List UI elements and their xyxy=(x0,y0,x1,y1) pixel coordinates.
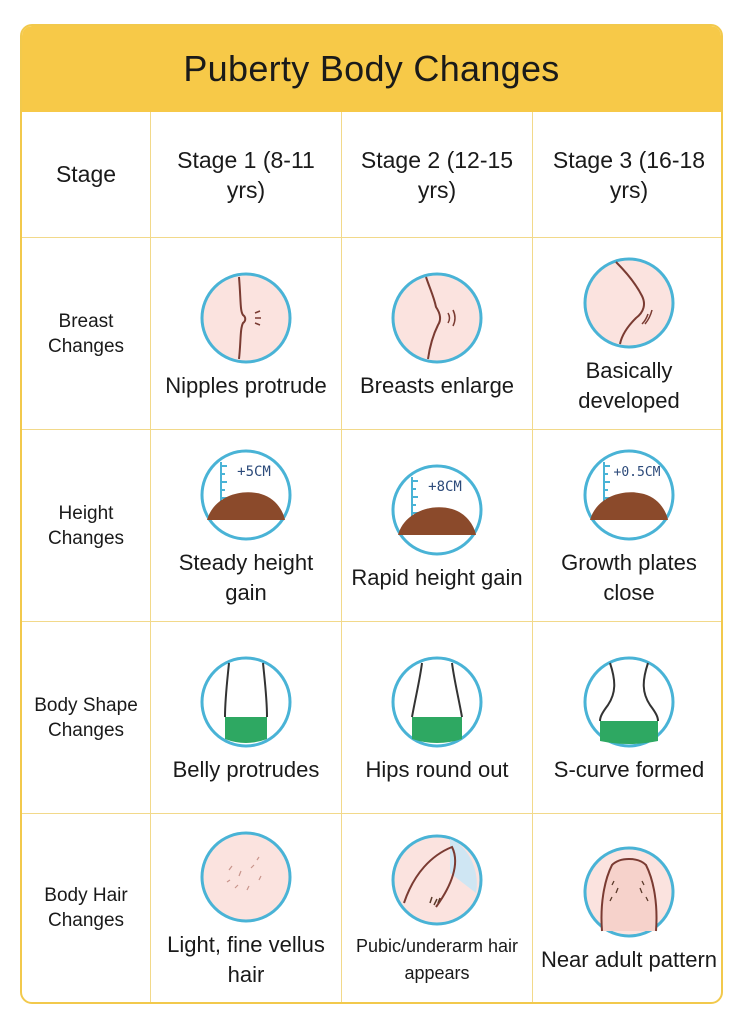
header-stage-1: Stage 1 (8-11 yrs) xyxy=(151,112,342,238)
torso-shape-icon xyxy=(200,656,292,747)
body-shape-stage-3-cell: S-curve formed xyxy=(533,622,721,814)
body-hair-stage-2-cell: Pubic/underarm hair appears xyxy=(342,814,533,1002)
body-hair-stage-2-caption: Pubic/underarm hair appears xyxy=(355,936,519,983)
row-label-cell-breast: Breast Changes xyxy=(22,238,151,430)
breast-profile-icon xyxy=(583,257,675,348)
body-shape-stage-1-cell: Belly protrudes xyxy=(151,622,342,814)
body-hair-stage-1-caption: Light, fine vellus hair xyxy=(167,932,325,987)
header-stage-2: Stage 2 (12-15 yrs) xyxy=(342,112,533,238)
title-bar: Puberty Body Changes xyxy=(22,26,721,112)
torso-shape-icon xyxy=(583,656,675,747)
breast-stage-1-cell: Nipples protrude xyxy=(151,238,342,430)
body-hair-stage-3-caption: Near adult pattern xyxy=(540,947,718,972)
page-title: Puberty Body Changes xyxy=(183,48,560,89)
row-label-body-hair: Body Hair Changes xyxy=(44,885,128,931)
row-label-cell-body-shape: Body Shape Changes xyxy=(22,622,151,814)
header-corner-cell: Stage xyxy=(22,112,151,238)
breast-stage-1-caption: Nipples protrude xyxy=(165,372,327,398)
height-stage-2-cell: +8CM Rapid height gain xyxy=(342,430,533,622)
header-corner-label: Stage xyxy=(55,161,117,187)
body-shape-stage-3-caption: S-curve formed xyxy=(553,756,705,782)
body-shape-stage-2-cell: Hips round out xyxy=(342,622,533,814)
body-hair-icon xyxy=(391,834,483,926)
breast-stage-2-cell: Breasts enlarge xyxy=(342,238,533,430)
row-label-cell-height: Height Changes xyxy=(22,430,151,622)
torso-shape-icon xyxy=(391,656,483,747)
chart-card: Puberty Body Changes Stage Stage 1 (8-11… xyxy=(20,24,723,1004)
stage-table: Stage Stage 1 (8-11 yrs) Stage 2 (12-15 … xyxy=(22,112,721,1002)
breast-profile-icon xyxy=(391,272,483,363)
row-label-cell-body-hair: Body Hair Changes xyxy=(22,814,151,1002)
stage-1-label: Stage 1 (8-11 yrs) xyxy=(177,146,315,203)
body-hair-icon xyxy=(583,846,675,938)
height-measure-3: +0.5CM xyxy=(614,465,661,480)
stage-2-label: Stage 2 (12-15 yrs) xyxy=(360,146,514,203)
height-measure-1: +5CM xyxy=(237,464,271,480)
height-measure-2: +8CM xyxy=(428,479,462,495)
body-shape-stage-2-caption: Hips round out xyxy=(365,756,509,782)
height-ruler-icon: +0.5CM xyxy=(583,449,675,540)
height-ruler-icon: +5CM xyxy=(200,449,292,540)
body-hair-icon xyxy=(200,831,292,923)
height-ruler-icon: +8CM xyxy=(391,464,483,555)
height-stage-1-cell: +5CM Steady height gain xyxy=(151,430,342,622)
height-stage-3-cell: +0.5CM Growth plates close xyxy=(533,430,721,622)
row-label-height: Height Changes xyxy=(47,502,125,549)
breast-stage-3-caption: Basically developed xyxy=(578,357,680,413)
header-stage-3: Stage 3 (16-18 yrs) xyxy=(533,112,721,238)
body-shape-stage-1-caption: Belly protrudes xyxy=(172,756,320,782)
breast-stage-2-caption: Breasts enlarge xyxy=(359,372,515,398)
body-hair-stage-3-cell: Near adult pattern xyxy=(533,814,721,1002)
row-label-breast: Breast Changes xyxy=(47,310,125,357)
row-label-body-shape: Body Shape Changes xyxy=(34,694,138,741)
breast-stage-3-cell: Basically developed xyxy=(533,238,721,430)
stage-3-label: Stage 3 (16-18 yrs) xyxy=(552,146,706,203)
height-stage-2-caption: Rapid height gain xyxy=(351,564,523,590)
body-hair-stage-1-cell: Light, fine vellus hair xyxy=(151,814,342,1002)
height-stage-3-caption: Growth plates close xyxy=(561,549,697,605)
breast-profile-icon xyxy=(200,272,292,363)
height-stage-1-caption: Steady height gain xyxy=(178,549,314,605)
